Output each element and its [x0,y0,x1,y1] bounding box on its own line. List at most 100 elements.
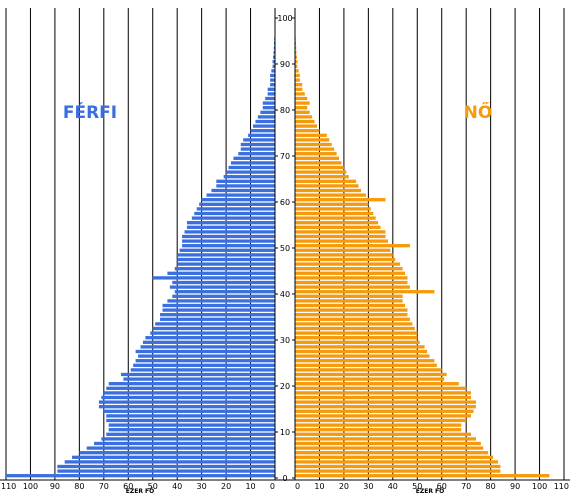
female-bar-age-85 [295,83,303,87]
female-bar-age-5 [295,451,489,455]
male-bar-age-77 [255,119,275,124]
male-bar-age-43 [152,276,275,280]
x-tick-female-80: 80 [486,482,496,491]
female-bar-age-12 [295,418,467,423]
female-bar-age-25 [295,359,435,363]
male-bar-age-53 [184,230,275,234]
female-bar-age-18 [295,391,472,395]
female-bar-age-51 [295,239,388,243]
age-tick-label-20: 20 [280,382,290,391]
female-bar-age-65 [295,175,349,179]
female-bar-age-69 [295,156,340,160]
female-bar-age-66 [295,170,347,174]
male-bar-age-72 [240,142,275,147]
female-bar-age-87 [295,73,300,78]
female-bar-age-41 [295,285,410,289]
x-tick-male-80: 80 [74,482,84,491]
female-bar-age-48 [295,253,393,257]
male-bar-age-42 [172,280,275,285]
female-bar-age-91 [295,55,297,59]
female-bar-age-56 [295,216,376,220]
female-bar-age-76 [295,124,318,128]
female-bar-age-93 [295,46,297,50]
female-bar-age-79 [295,110,310,114]
male-bar-age-47 [177,257,275,262]
tick-layer: 110 100 90 80 70 60 50 40 30 20 10 0 0 10 20 30 40 50 60 70… [1,482,569,491]
female-bar-age-63 [295,184,359,188]
male-bar-age-79 [260,110,275,114]
female-bar-age-35 [295,313,408,317]
male-bar-age-38 [167,299,275,303]
female-bar-age-27 [295,349,428,354]
female-bar-age-6 [295,446,484,450]
male-bar-age-31 [150,331,275,335]
female-bar-age-23 [295,368,442,372]
age-tick-label-50: 50 [280,244,290,253]
male-bar-age-41 [169,285,275,289]
age-tick-label-70: 70 [280,152,290,161]
male-bar-age-57 [194,211,275,216]
female-bar-age-29 [295,340,420,344]
female-bar-age-89 [295,64,298,68]
female-bar-age-36 [295,308,408,312]
male-bar-age-76 [252,124,275,128]
female-bar-age-0 [295,474,550,478]
female-bar-age-59 [295,202,369,206]
x-tick-female-70: 70 [461,482,471,491]
female-bar-age-77 [295,119,315,124]
age-tick-label-90: 90 [280,60,290,69]
male-bar-age-12 [106,418,275,423]
male-bar-age-39 [172,294,275,298]
female-bar-age-80 [295,106,308,110]
x-tick-male-10: 10 [245,482,255,491]
male-bar-age-25 [135,359,275,363]
male-bar-age-17 [101,395,275,400]
female-bar-age-70 [295,152,337,156]
female-bar-age-20 [295,382,459,386]
female-bar-age-68 [295,161,342,165]
female-bars [295,18,550,478]
female-bar-age-24 [295,363,437,367]
x-tick-male-30: 30 [197,482,207,491]
male-bar-age-36 [162,308,275,312]
male-bar-age-65 [223,175,275,179]
male-bar-age-88 [271,69,275,73]
female-bar-age-44 [295,271,406,275]
male-bar-age-56 [191,216,275,220]
male-bar-age-10 [108,428,275,432]
age-tick-label-0: 0 [282,474,287,483]
male-bar-age-86 [270,78,275,82]
female-bar-age-73 [295,138,330,142]
male-bar-age-63 [216,184,275,188]
x-tick-female-90: 90 [510,482,520,491]
female-bar-age-8 [295,437,476,441]
male-bar-age-22 [120,372,275,377]
male-bar-age-54 [186,225,275,229]
male-bar-age-61 [206,193,275,197]
female-bar-age-14 [295,409,474,413]
female-bar-age-21 [295,377,445,381]
age-tick-label-30: 30 [280,336,290,345]
male-bar-age-75 [250,129,275,133]
male-bars [6,18,276,478]
male-bar-age-23 [130,368,275,372]
female-bar-age-2 [295,464,501,469]
x-tick-female-40: 40 [388,482,398,491]
male-bar-age-45 [174,267,275,271]
x-tick-female-50: 50 [412,482,422,491]
male-bar-age-71 [240,147,275,151]
male-bar-age-70 [238,152,275,156]
female-bar-age-22 [295,372,447,377]
female-bar-age-54 [295,225,381,229]
female-bar-age-4 [295,455,494,459]
male-bar-age-90 [272,60,275,64]
female-bar-age-53 [295,230,386,234]
female-bar-age-46 [295,262,401,266]
male-bar-age-68 [230,161,275,165]
male-bar-age-73 [243,138,275,142]
female-bar-age-71 [295,147,335,151]
female-bar-age-74 [295,133,327,137]
female-label: NŐ [464,101,493,123]
male-bar-age-85 [270,83,275,87]
female-bar-age-43 [295,276,408,280]
